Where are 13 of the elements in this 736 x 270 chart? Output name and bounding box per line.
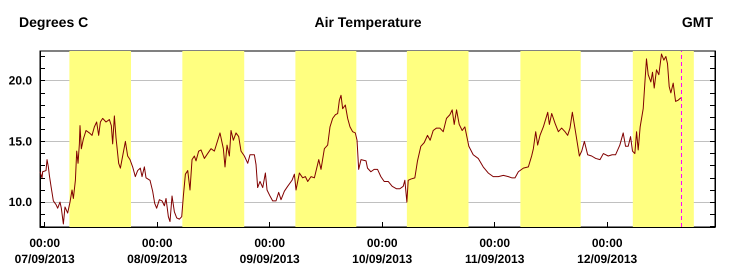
- x-tick-label: 00:00 10/09/2013: [352, 236, 413, 266]
- x-tick-label: 00:00 08/09/2013: [127, 236, 188, 266]
- y-tick-label: 15.0: [8, 134, 32, 148]
- y-tick-label: 20.0: [8, 74, 32, 88]
- x-tick-label: 00:00 07/09/2013: [14, 236, 76, 266]
- x-tick-label: 00:00 12/09/2013: [577, 236, 638, 266]
- x-axis-title: GMT: [682, 14, 714, 30]
- x-tick-label: 00:00 11/09/2013: [464, 236, 525, 266]
- x-tick-label: 00:00 09/09/2013: [240, 236, 300, 266]
- y-axis-title: Degrees C: [19, 14, 88, 30]
- chart-title: Air Temperature: [314, 14, 422, 30]
- y-tick-label: 10.0: [8, 195, 32, 210]
- line-series: [40, 54, 682, 224]
